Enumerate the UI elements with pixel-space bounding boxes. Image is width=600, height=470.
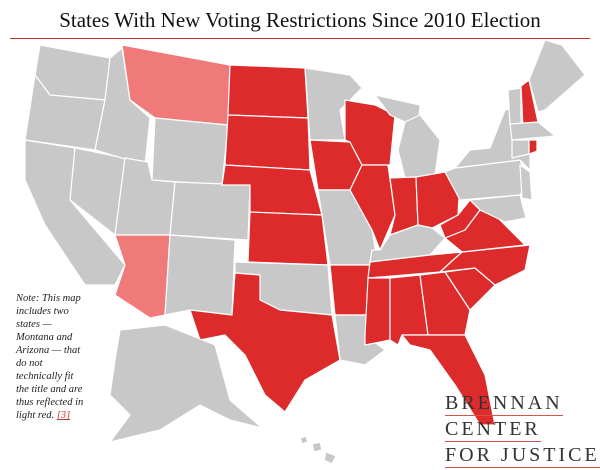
logo-line-1: BRENNAN [445,392,563,416]
state-ms [364,277,391,346]
state-shape [469,194,527,223]
state-wy [151,117,229,186]
state-sd [224,114,311,171]
note-text: Note: This map includes two states — Mon… [16,293,84,421]
state-shape [397,114,441,179]
state-shape [227,64,309,119]
state-shape [109,324,263,443]
state-mi [374,94,441,179]
state-shape [299,435,309,445]
footnote-link[interactable]: [3] [56,410,71,421]
state-shape [507,87,522,129]
state-az [114,234,171,319]
state-shape [247,211,329,266]
state-shape [169,181,251,241]
state-shape [364,277,391,346]
state-shape [151,117,229,186]
title-divider [10,38,590,39]
state-shape [323,451,337,465]
state-shape [528,39,586,113]
state-shape [401,334,496,426]
state-co [169,181,251,241]
state-shape [329,264,371,316]
state-shape [114,234,171,319]
state-fl [401,334,496,426]
logo-line-2: CENTER [445,418,541,442]
state-shape [311,441,323,453]
state-shape [509,121,556,141]
state-shape [519,164,533,201]
state-me [528,39,586,113]
state-nj [519,164,533,201]
state-ri [528,139,538,155]
state-shape [224,114,311,171]
state-hi [299,435,337,465]
state-nm [164,234,236,316]
state-ks [247,211,329,266]
logo-line-3: FOR JUSTICE [445,444,600,468]
state-vt [507,87,522,129]
state-tx [189,272,341,413]
map-note: Note: This map includes two states — Mon… [16,292,88,422]
state-nd [227,64,309,119]
state-md [469,194,527,223]
state-shape [164,234,236,316]
state-ma [509,121,556,141]
state-shape [189,272,341,413]
brennan-center-logo: BRENNAN CENTER FOR JUSTICE [445,392,600,470]
state-shape [528,139,538,155]
map-title: States With New Voting Restrictions Sinc… [59,8,541,32]
state-ar [329,264,371,316]
state-ak [109,324,263,443]
